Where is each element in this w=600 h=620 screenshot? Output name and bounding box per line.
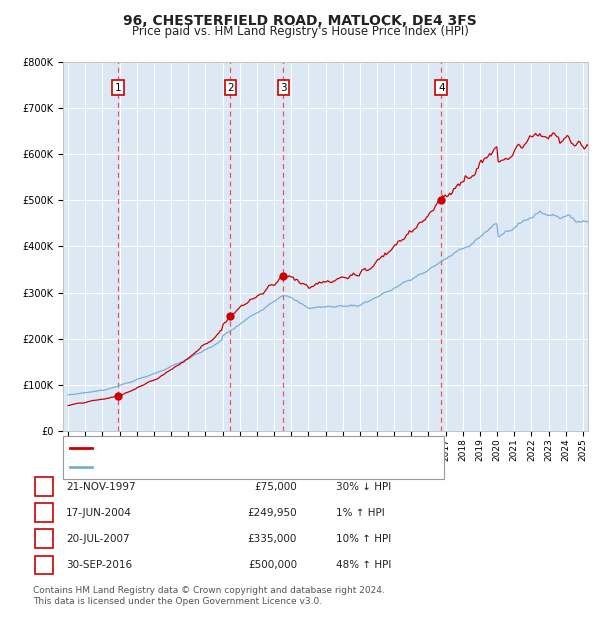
Text: 1% ↑ HPI: 1% ↑ HPI [336,508,385,518]
Text: 2: 2 [227,83,234,93]
Text: HPI: Average price, detached house, Derbyshire Dales: HPI: Average price, detached house, Derb… [94,462,377,472]
Text: 10% ↑ HPI: 10% ↑ HPI [336,534,391,544]
Text: 1: 1 [40,482,47,492]
Text: £75,000: £75,000 [254,482,297,492]
Text: 3: 3 [40,534,47,544]
Text: 21-NOV-1997: 21-NOV-1997 [66,482,136,492]
Text: 30% ↓ HPI: 30% ↓ HPI [336,482,391,492]
Text: 1: 1 [115,83,121,93]
Text: 30-SEP-2016: 30-SEP-2016 [66,560,132,570]
Text: 4: 4 [40,560,47,570]
Text: 4: 4 [438,83,445,93]
Text: 17-JUN-2004: 17-JUN-2004 [66,508,132,518]
Text: £335,000: £335,000 [248,534,297,544]
Text: Price paid vs. HM Land Registry's House Price Index (HPI): Price paid vs. HM Land Registry's House … [131,25,469,38]
Text: This data is licensed under the Open Government Licence v3.0.: This data is licensed under the Open Gov… [33,597,322,606]
Text: 20-JUL-2007: 20-JUL-2007 [66,534,130,544]
Text: £500,000: £500,000 [248,560,297,570]
Text: 96, CHESTERFIELD ROAD, MATLOCK, DE4 3FS: 96, CHESTERFIELD ROAD, MATLOCK, DE4 3FS [123,14,477,28]
Text: 48% ↑ HPI: 48% ↑ HPI [336,560,391,570]
Text: £249,950: £249,950 [247,508,297,518]
Text: 3: 3 [280,83,287,93]
Text: Contains HM Land Registry data © Crown copyright and database right 2024.: Contains HM Land Registry data © Crown c… [33,586,385,595]
Text: 96, CHESTERFIELD ROAD, MATLOCK, DE4 3FS (detached house): 96, CHESTERFIELD ROAD, MATLOCK, DE4 3FS … [94,443,426,453]
Text: 2: 2 [40,508,47,518]
